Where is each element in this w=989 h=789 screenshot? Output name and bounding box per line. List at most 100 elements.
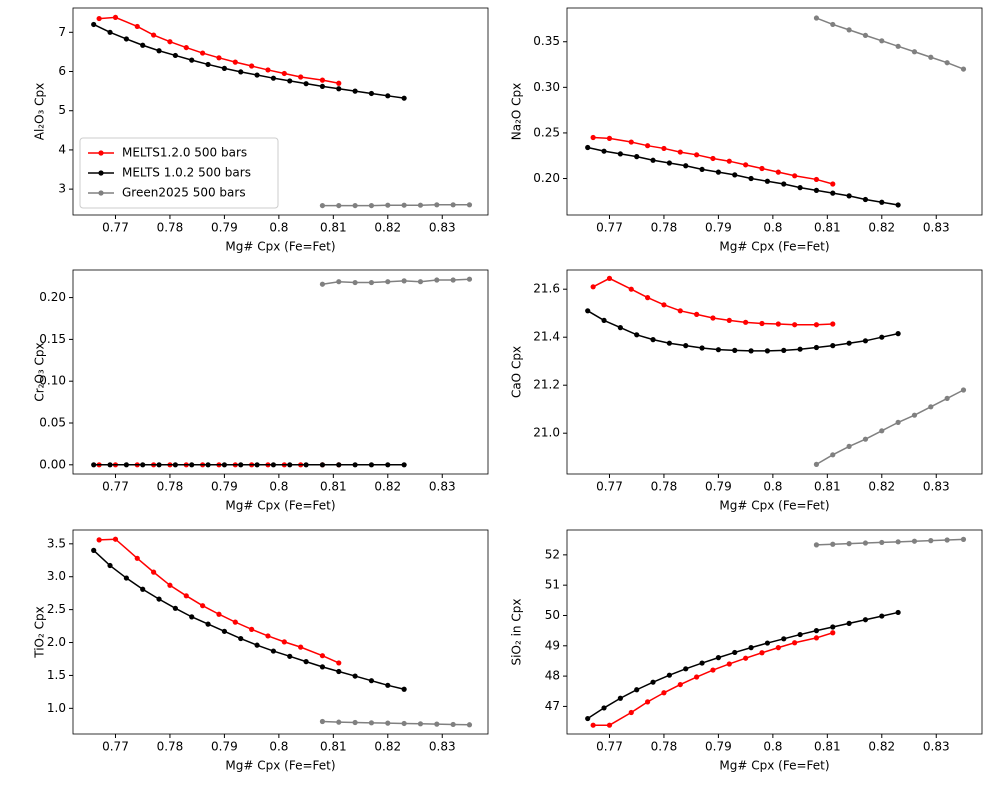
data-point [830,321,836,327]
y-tick-label: 3 [58,182,66,196]
y-tick-label: 7 [58,25,66,39]
x-axis-label: Mg# Cpx (Fe=Fet) [225,759,335,773]
data-point [466,202,473,208]
data-point [699,166,705,173]
data-point [666,672,672,678]
data-point [895,609,901,616]
y-tick-label: 0.30 [533,80,560,94]
x-tick-label: 0.82 [374,480,401,494]
data-point [140,42,146,48]
data-point [205,621,211,627]
data-point [830,624,836,630]
y-tick-label: 3.5 [47,536,66,550]
data-point [221,628,228,634]
data-point [417,721,424,727]
x-tick-label: 0.78 [651,480,678,494]
data-point [107,462,113,468]
data-point [895,331,901,337]
x-tick-label: 0.83 [429,221,456,235]
series-line [816,538,964,546]
y-tick-label: 0.05 [39,416,66,430]
x-axis-label: Mg# Cpx (Fe=Fet) [225,240,335,254]
data-point [585,144,591,151]
data-point [336,80,342,86]
data-point [189,462,195,468]
data-point [715,169,722,175]
data-point [830,541,836,547]
data-point [715,655,722,661]
data-point [189,57,195,63]
data-point [450,202,456,208]
plot-area [585,15,967,208]
data-point [450,277,456,283]
data-point [401,278,407,284]
data-point [585,715,591,722]
data-point [232,59,238,65]
data-point [385,462,391,468]
data-point [634,687,640,693]
data-point [792,173,798,179]
y-tick-label: 21.2 [533,378,560,392]
data-point [764,348,771,354]
data-point [911,538,918,544]
data-point [221,65,228,71]
data-point [944,395,950,401]
axes-frame [72,269,489,475]
data-point [585,308,591,314]
data-point [960,536,967,542]
data-point [298,644,304,650]
y-tick-label: 1.5 [47,668,66,682]
data-point [797,346,803,352]
data-point [813,344,820,351]
data-point [123,575,129,581]
data-point [726,158,732,164]
legend-marker [98,190,104,196]
data-point [879,428,885,434]
y-tick-label: 50 [545,608,560,622]
y-tick-label: 52 [545,547,560,561]
data-point [270,75,277,81]
axes-frame [566,7,983,216]
data-point [944,60,950,66]
data-point [385,93,391,99]
data-point [401,95,407,101]
series-line [816,389,964,466]
data-point [775,169,781,175]
data-point [265,67,271,73]
data-point [112,14,119,21]
data-point [661,145,667,152]
x-tick-label: 0.81 [320,480,347,494]
axes-frame [566,529,983,735]
data-point [417,279,424,285]
y-tick-label: 1.0 [47,701,66,715]
data-point [352,279,358,286]
data-point [352,88,358,94]
y-tick-label: 21.4 [533,330,560,344]
data-point [781,181,787,187]
data-point [813,542,820,548]
data-point [336,279,342,285]
data-point [140,462,146,468]
data-point [205,61,211,68]
legend-label: MELTS1.2.0 500 bars [122,146,247,160]
y-tick-label: 2.5 [47,602,66,616]
data-point [319,653,326,659]
data-point [699,345,705,351]
x-tick-label: 0.81 [320,740,347,754]
data-point [134,555,140,561]
y-tick-label: 51 [545,578,560,592]
data-point [434,277,440,283]
data-point [759,320,765,327]
data-point [221,462,228,468]
data-point [650,679,656,685]
data-point [645,143,651,149]
data-point [183,44,189,51]
series-line [322,278,470,285]
x-tick-label: 0.77 [102,221,129,235]
data-point [336,202,342,209]
data-point [319,462,326,468]
x-tick-label: 0.8 [269,740,288,754]
data-point [590,134,596,141]
legend-label: MELTS 1.0.2 500 bars [122,166,251,180]
